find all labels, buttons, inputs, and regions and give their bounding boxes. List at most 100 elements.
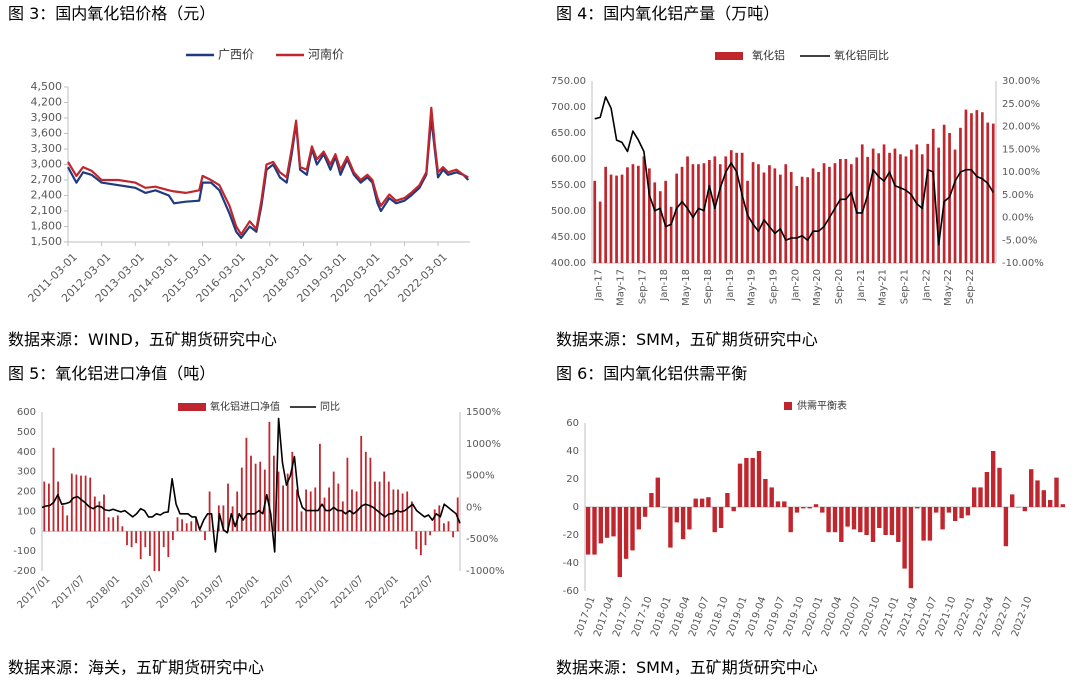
y-tick-label: -40 [563,558,579,569]
bar [623,507,629,559]
bar [153,531,156,572]
bar [204,531,206,541]
x-tick-label: Sep-19 [768,269,779,304]
bar [176,517,179,532]
bar [769,487,774,507]
bar [70,473,73,532]
bar [61,505,64,532]
bar [826,507,831,533]
bar [433,509,436,532]
bar [332,471,335,532]
y2-tick-label: -10.00% [1002,258,1044,269]
y-tick-label: 700.00 [551,102,586,113]
bar [870,507,876,542]
series-line [41,417,461,553]
bar [888,152,891,263]
bar [691,164,695,263]
legend-label: 供需平衡表 [797,399,847,412]
bar [877,507,882,528]
bar [48,483,50,532]
data-source: 数据来源：WIND，五矿期货研究中心 [8,330,277,349]
y2-tick-label: 20.00% [1002,122,1040,133]
bar [158,531,160,572]
bar [833,163,837,263]
bar [902,507,907,569]
y2-tick-label: 1000% [466,439,501,450]
bar [762,172,766,263]
y-tick-label: 200 [17,487,36,498]
y-tick-label: -60 [563,586,579,597]
bar [314,487,317,532]
bar [277,471,280,532]
bar [931,128,935,263]
series-line [67,116,470,239]
bar [447,521,450,532]
bar [208,491,211,532]
bar [604,507,610,538]
bar [800,176,804,263]
bar [921,507,926,541]
bar [642,507,648,517]
legend-label: 河南价 [308,47,344,62]
bar [832,507,838,533]
x-tick-label: Sep-20 [834,269,845,304]
bar [807,507,812,509]
bar [953,149,957,263]
bar [93,496,96,532]
bar [984,472,990,507]
bar [185,523,188,532]
x-tick-label: 2020/01 [224,574,261,611]
bar [213,530,216,532]
bar [871,148,875,263]
bar [883,507,888,535]
bar [282,485,284,532]
y-tick-label: 20 [566,474,579,485]
bar [649,493,654,507]
data-source: 数据来源：SMM，五矿期货研究中心 [556,658,818,677]
bar [934,507,939,513]
bar [135,531,137,544]
bar [927,507,933,541]
bar [751,162,755,263]
x-tick-label: 2018/01 [85,574,122,611]
bar [718,507,724,528]
bar [1048,500,1053,507]
y2-tick-label: 0% [466,502,482,513]
y-tick-label: 300 [17,467,36,478]
bar [866,156,869,263]
bar [768,165,771,263]
bar [181,519,183,532]
bar [259,461,262,532]
x-tick-label: Jan-19 [725,269,736,302]
bar [680,166,684,263]
bar [864,507,869,535]
bar [1010,494,1015,507]
x-tick-label: 2021/07 [329,574,366,611]
y-tick-label: 1,800 [31,220,63,233]
x-tick-label: May-17 [616,269,627,306]
bar [172,531,174,541]
x-tick-label: 2019/01 [155,574,192,611]
bar [908,507,914,589]
bar [323,497,326,532]
bar [975,110,979,263]
bar [851,507,857,530]
y-tick-label: 500.00 [551,206,586,217]
bar [844,159,848,263]
y-tick-label: 450.00 [551,232,586,243]
legend-label: 广西价 [218,48,254,62]
data-source: 数据来源：SMM，五矿期货研究中心 [556,330,818,349]
y-tick-label: 40 [566,446,579,457]
bar [801,507,806,509]
bar [946,507,952,513]
bar [674,507,679,523]
bar [245,437,248,532]
bar [341,501,344,532]
bar [103,494,105,532]
bar [195,517,197,532]
series-line [67,106,469,236]
bar [779,174,782,263]
bar [162,531,165,548]
bar [664,180,667,263]
x-tick-label: 2021/01 [294,574,331,611]
